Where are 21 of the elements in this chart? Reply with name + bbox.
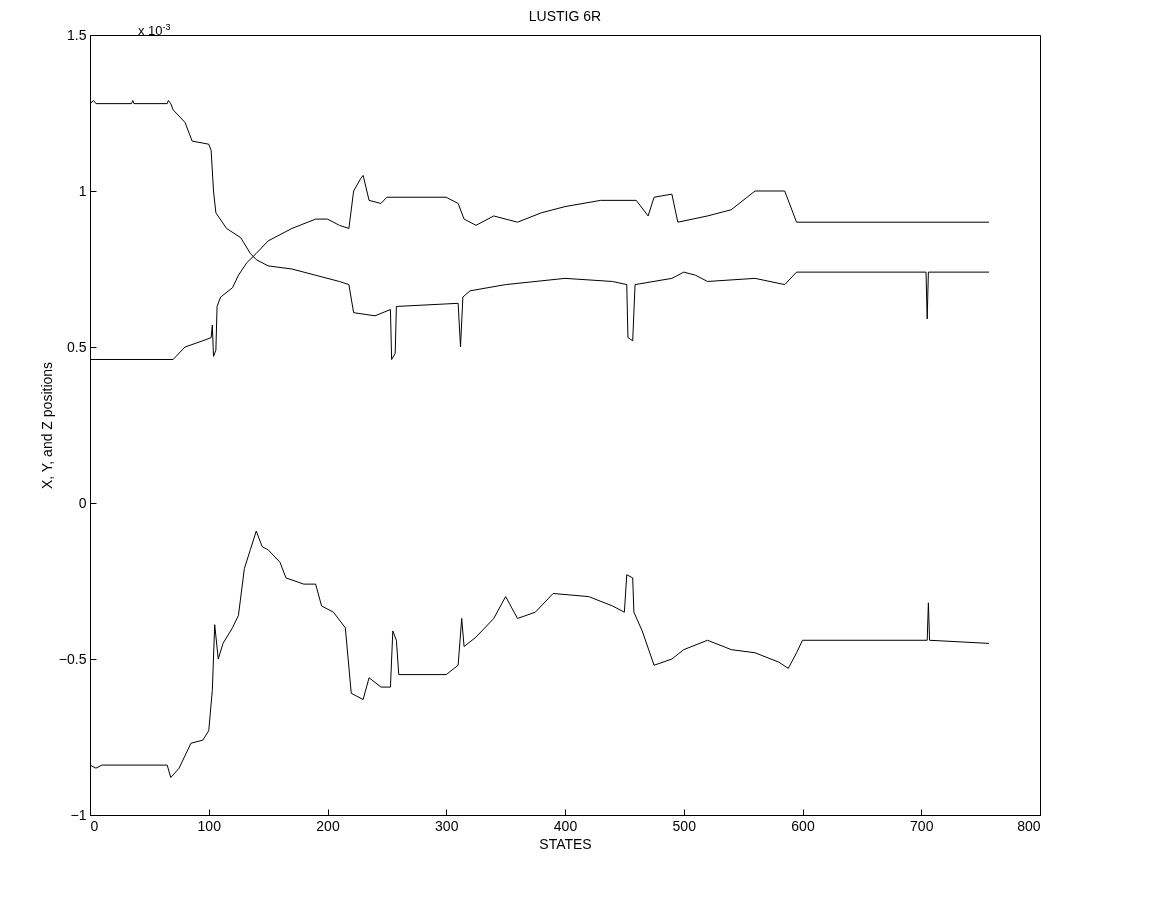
line-series	[89, 530, 990, 779]
y-tick-label: 1	[78, 182, 87, 199]
y-tick-label: 0	[78, 494, 87, 511]
x-tick-label: 100	[197, 817, 222, 834]
axis-multiplier: x 10$^{-3}$	[138, 22, 171, 39]
y-tick-label: 1.5	[67, 26, 87, 43]
x-tick-label: 0	[90, 817, 99, 834]
x-tick-label: 400	[553, 817, 578, 834]
chart-title: LUSTIG 6R	[528, 8, 602, 24]
y-axis-title: X, Y, and Z positions	[38, 361, 55, 490]
x-tick-label: 500	[672, 817, 697, 834]
y-tick-label: −0.5	[58, 650, 87, 667]
x-tick-label: 700	[910, 817, 934, 834]
y-tick-label: −1	[70, 806, 87, 823]
x-tick-label: 800	[1017, 817, 1041, 834]
x-tick-label: 300	[435, 817, 459, 834]
y-tick-label: 0.5	[67, 338, 87, 355]
x-tick-label: 600	[791, 817, 815, 834]
line-series	[89, 100, 990, 360]
x-tick-label: 200	[316, 817, 340, 834]
x-axis-title: STATES	[539, 835, 592, 852]
